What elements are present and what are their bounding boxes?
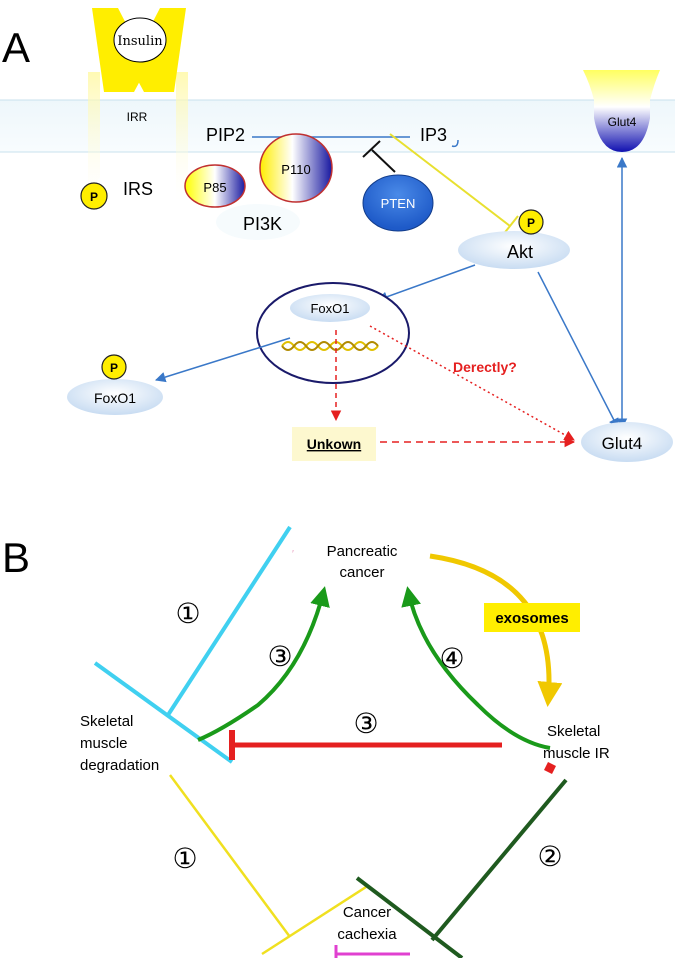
skeletal-ir-line1: Skeletal (547, 723, 600, 740)
pten-inhibit-line (371, 149, 396, 173)
cyan-inhibit-bar (93, 661, 234, 764)
p85-node (184, 164, 246, 208)
unknown-box (292, 427, 376, 461)
num-2: ② (537, 840, 562, 873)
panel-a-label: A (2, 24, 30, 71)
num-1-top: ① (175, 597, 200, 630)
p85-label: P85 (203, 180, 226, 195)
skeletal-degradation-line3: degradation (80, 757, 159, 774)
akt-to-foxo1-arrow (377, 264, 476, 302)
pten-label: PTEN (381, 196, 416, 211)
dark-green-inhibit-line (430, 778, 568, 942)
pip2-label: PIP2 (206, 125, 245, 145)
foxo1-nucleus-label: FoxO1 (310, 301, 349, 316)
cell-membrane (0, 100, 675, 152)
akt-label: Akt (507, 242, 533, 262)
p110-label: P110 (281, 162, 310, 177)
unknown-label: Unkown (307, 436, 361, 452)
foxo1-phospho-dot-label: P (110, 361, 118, 375)
skeletal-degradation-line2: muscle (80, 735, 128, 752)
foxo1-export-arrow (154, 337, 291, 383)
pi3k-blob (216, 204, 300, 240)
green-arrow-right (401, 586, 551, 750)
panel-b-label: B (2, 534, 30, 581)
exosomes-arrow (429, 553, 563, 707)
exosomes-box (484, 603, 580, 632)
p110-node (259, 133, 333, 203)
pancreatic-cancer-line2: cancer (339, 564, 384, 581)
irs-blob (95, 166, 175, 210)
pip3-label: IP3 (420, 125, 447, 145)
irs-phospho (80, 182, 108, 210)
green-arrow-left (197, 586, 330, 742)
pi3k-label: PI3K (243, 214, 282, 234)
pancreatic-cancer-line1: Pancreatic (327, 543, 398, 560)
foxo1-nucleus-blob (290, 294, 370, 322)
exosomes-label: exosomes (495, 610, 568, 627)
skeletal-ir-line2: muscle IR (543, 745, 610, 762)
glut4-bottom-blob (581, 422, 673, 462)
irs-label: IRS (123, 179, 153, 199)
pten-inhibit-bar (362, 140, 381, 158)
pip3-arc (451, 139, 459, 148)
foxo1-phospho-label: FoxO1 (94, 390, 136, 406)
foxo1-phospho-blob (67, 379, 163, 415)
derectly-label: Derectly? (453, 359, 517, 375)
yellow-inhibit-bar (261, 885, 367, 956)
pink-mark: ′ (292, 549, 294, 560)
cancer-cachexia-line1: Cancer (343, 904, 391, 921)
foxo1-to-glut4-direct-arrow (369, 325, 575, 441)
num-4: ④ (439, 642, 464, 675)
num-3-left: ③ (267, 640, 292, 673)
akt-to-glut4-arrow (537, 271, 619, 429)
insulin-ellipse (113, 17, 167, 63)
dna-helix (281, 341, 379, 351)
num-3-mid: ③ (353, 707, 378, 740)
irs-phospho-label: P (90, 190, 98, 204)
akt-phospho (518, 209, 544, 235)
irr-label: IRR (127, 110, 148, 124)
yellow-inhibit-line (168, 774, 292, 938)
num-1-bottom: ① (172, 842, 197, 875)
foxo1-phospho-dot (101, 354, 127, 380)
insulin-label: Insulin (117, 34, 163, 49)
glut4-transporter (583, 70, 660, 152)
pten-node (362, 174, 434, 232)
akt-node (458, 231, 570, 269)
skeletal-degradation-line1: Skeletal (80, 713, 133, 730)
glut4-membrane-label: Glut4 (608, 115, 637, 129)
red-mark-ir (544, 762, 556, 774)
glut4-bottom-label: Glut4 (602, 434, 643, 453)
pip3-akt-line (389, 133, 511, 227)
dark-green-inhibit-bar (355, 876, 464, 960)
cyan-inhibit-line (166, 525, 292, 717)
akt-phospho-label: P (527, 216, 535, 230)
cancer-cachexia-line2: cachexia (337, 926, 397, 943)
